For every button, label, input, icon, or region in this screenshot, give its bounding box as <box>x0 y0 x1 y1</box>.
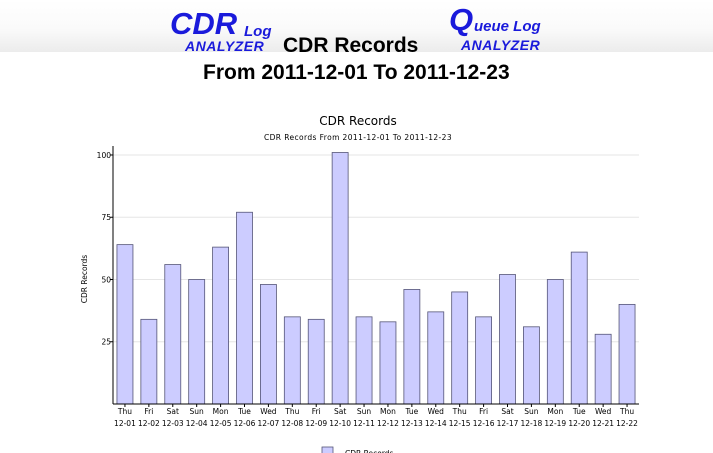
x-tick-day-label: Sat <box>167 407 179 416</box>
y-tick-label: 75 <box>101 213 111 222</box>
bar[interactable] <box>403 289 421 405</box>
x-tick-day-label: Sun <box>524 407 539 416</box>
bar[interactable] <box>570 251 588 405</box>
bar[interactable] <box>546 279 564 405</box>
chart-title: CDR Records <box>319 114 396 128</box>
y-tick-label: 50 <box>101 275 111 284</box>
queue-logo-small: ueue Log <box>474 18 541 35</box>
bar[interactable] <box>236 211 253 405</box>
x-tick-day-label: Sat <box>501 407 513 416</box>
bar[interactable] <box>475 316 492 405</box>
x-tick-date-label: 12-05 <box>210 419 232 428</box>
bar[interactable] <box>212 246 229 405</box>
bar[interactable] <box>164 264 182 405</box>
bar[interactable] <box>331 152 349 405</box>
queue-logo-sub: ANALYZER <box>461 37 541 53</box>
x-tick-date-label: 12-10 <box>329 419 351 428</box>
x-tick-day-label: Mon <box>380 407 396 416</box>
date-range-heading: From 2011-12-01 To 2011-12-23 <box>203 61 510 84</box>
bar[interactable] <box>140 318 158 405</box>
bar[interactable] <box>116 244 134 405</box>
x-tick-date-label: 12-08 <box>281 419 303 428</box>
x-tick-date-label: 12-21 <box>592 419 614 428</box>
legend-label: CDR Records <box>345 449 394 453</box>
x-tick-date-label: 12-14 <box>425 419 447 428</box>
x-tick-day-label: Fri <box>312 407 321 416</box>
x-tick-date-label: 12-03 <box>162 419 184 428</box>
y-tick-label: 25 <box>101 338 111 347</box>
bar[interactable] <box>188 279 206 405</box>
y-axis-label: CDR Records <box>80 255 89 304</box>
x-tick-date-label: 12-09 <box>305 419 327 428</box>
x-tick-day-label: Sat <box>334 407 346 416</box>
x-tick-day-label: Sun <box>190 407 205 416</box>
x-tick-date-label: 12-01 <box>114 419 136 428</box>
bar[interactable] <box>523 326 540 405</box>
x-tick-day-label: Tue <box>237 407 251 416</box>
chart-subtitle: CDR Records From 2011-12-01 To 2011-12-2… <box>264 133 452 142</box>
x-tick-date-label: 12-13 <box>401 419 423 428</box>
x-tick-date-label: 12-07 <box>258 419 280 428</box>
bar[interactable] <box>379 321 397 405</box>
cdr-logo-main: CDR <box>170 6 238 41</box>
x-tick-date-label: 12-22 <box>616 419 638 428</box>
bar[interactable] <box>451 291 469 405</box>
legend-swatch <box>321 446 334 453</box>
x-tick-day-label: Thu <box>619 407 634 416</box>
x-tick-date-label: 12-18 <box>521 419 543 428</box>
x-tick-date-label: 12-06 <box>234 419 256 428</box>
bar[interactable] <box>283 316 301 405</box>
x-tick-date-label: 12-16 <box>473 419 495 428</box>
x-tick-day-label: Fri <box>144 407 153 416</box>
x-tick-day-label: Wed <box>595 407 612 416</box>
bar[interactable] <box>307 318 325 405</box>
bar[interactable] <box>355 316 373 405</box>
x-tick-date-label: 12-04 <box>186 419 208 428</box>
header-bar <box>0 0 713 52</box>
bar[interactable] <box>618 303 636 405</box>
x-tick-date-label: 12-11 <box>353 419 375 428</box>
x-tick-date-label: 12-17 <box>497 419 519 428</box>
x-tick-day-label: Wed <box>260 407 277 416</box>
bar[interactable] <box>499 274 516 405</box>
x-tick-day-label: Thu <box>452 407 467 416</box>
bar[interactable] <box>427 311 445 405</box>
bar[interactable] <box>594 333 612 405</box>
y-tick-label: 100 <box>97 151 112 160</box>
x-tick-day-label: Wed <box>428 407 445 416</box>
page-title: CDR Records <box>283 34 419 57</box>
x-tick-day-label: Thu <box>117 407 132 416</box>
x-tick-day-label: Tue <box>404 407 418 416</box>
plot-area: 25 50 75 100 Thu 12-01 Fri 12-02 Sat 12-03 Sun 12-0… <box>97 146 639 453</box>
x-tick-date-label: 12-15 <box>449 419 471 428</box>
x-tick-day-label: Thu <box>284 407 299 416</box>
x-tick-day-label: Fri <box>479 407 488 416</box>
bar[interactable] <box>260 284 277 405</box>
cdr-logo-sub: ANALYZER <box>185 38 265 54</box>
cdr-logo-small: Log <box>244 23 272 40</box>
x-tick-date-label: 12-02 <box>138 419 160 428</box>
queue-logo-main: Q <box>449 2 474 37</box>
x-tick-day-label: Mon <box>547 407 563 416</box>
x-tick-date-label: 12-20 <box>568 419 590 428</box>
x-tick-date-label: 12-19 <box>544 419 566 428</box>
x-tick-day-label: Mon <box>213 407 229 416</box>
x-tick-day-label: Tue <box>572 407 586 416</box>
x-tick-day-label: Sun <box>357 407 372 416</box>
x-tick-date-label: 12-12 <box>377 419 399 428</box>
